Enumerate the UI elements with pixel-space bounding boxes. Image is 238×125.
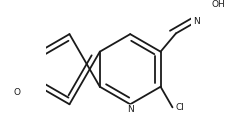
- Text: O: O: [14, 88, 21, 97]
- Text: N: N: [193, 17, 200, 26]
- Text: OH: OH: [212, 0, 226, 9]
- Text: N: N: [127, 105, 134, 114]
- Text: Cl: Cl: [176, 103, 184, 112]
